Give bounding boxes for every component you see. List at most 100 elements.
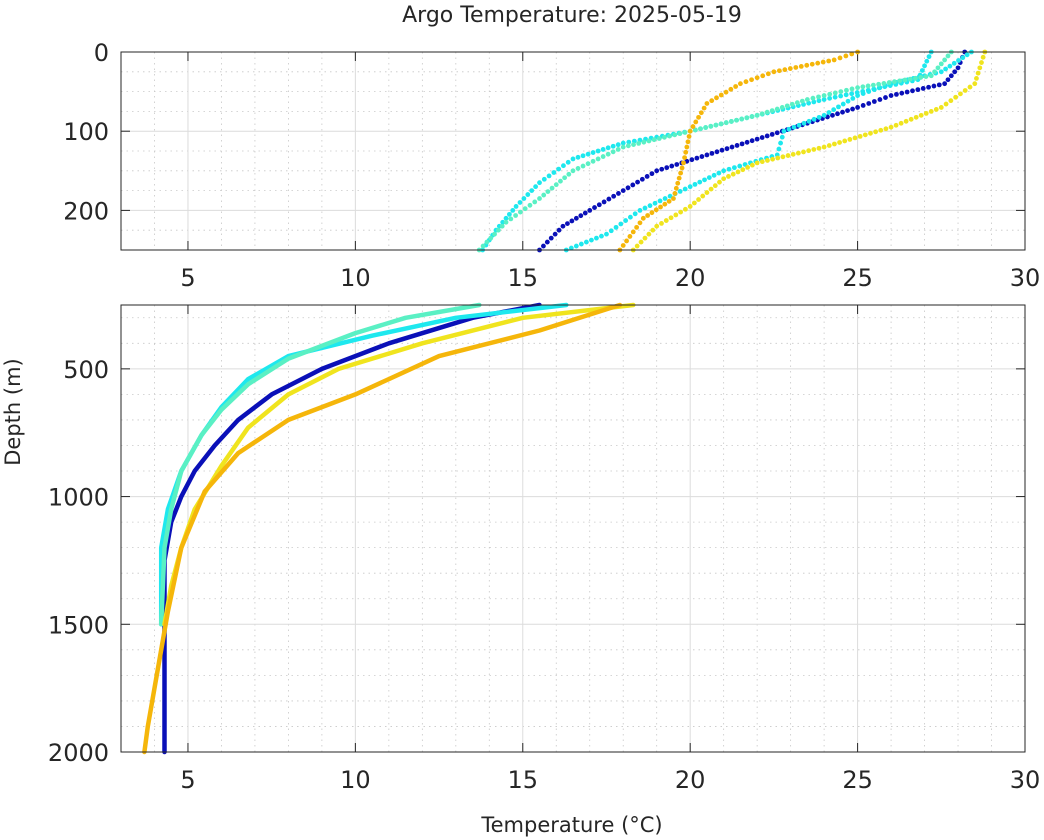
data-point: [923, 74, 929, 80]
data-point: [691, 200, 697, 206]
data-point: [692, 127, 698, 133]
data-point: [656, 136, 662, 141]
data-point: [537, 196, 542, 201]
data-point: [544, 239, 550, 245]
data-point: [782, 67, 788, 73]
data-point: [897, 78, 903, 84]
data-point: [784, 103, 790, 109]
data-point: [627, 214, 633, 220]
data-point: [794, 100, 800, 106]
data-point: [659, 166, 665, 172]
data-point: [870, 82, 876, 88]
data-point: [645, 213, 651, 218]
data-point: [492, 231, 497, 237]
data-point: [733, 84, 739, 89]
data-point: [781, 128, 787, 134]
data-point: [759, 111, 765, 117]
data-point: [910, 88, 915, 94]
data-point: [719, 147, 725, 153]
data-point: [625, 185, 631, 191]
data-point: [611, 193, 617, 199]
data-point: [888, 93, 894, 98]
data-point: [806, 118, 812, 124]
data-point: [964, 52, 970, 58]
data-point: [646, 138, 652, 144]
data-point: [500, 219, 506, 225]
data-point: [943, 66, 949, 72]
data-point: [587, 208, 593, 213]
data-point: [570, 156, 576, 162]
y-tick-label: 200: [63, 197, 109, 225]
data-point: [687, 128, 693, 134]
x-tick-label: 30: [1010, 766, 1041, 794]
data-point: [506, 211, 512, 217]
data-point: [624, 238, 629, 244]
data-point: [726, 166, 732, 172]
data-point: [955, 65, 961, 71]
data-point: [573, 215, 579, 221]
data-point: [787, 66, 793, 71]
data-point: [610, 149, 616, 155]
data-point: [659, 221, 664, 226]
data-point: [865, 83, 871, 89]
data-point: [615, 142, 621, 148]
data-point: [488, 235, 494, 241]
data-point: [642, 235, 648, 241]
data-point: [729, 144, 735, 150]
chart-title: Argo Temperature: 2025-05-19: [402, 3, 742, 28]
data-point: [601, 199, 607, 205]
data-point: [600, 147, 606, 152]
data-point: [620, 243, 626, 248]
data-point: [838, 89, 844, 94]
data-point: [673, 212, 679, 218]
x-tick-label: 25: [842, 264, 873, 292]
data-point: [866, 101, 872, 106]
data-point: [945, 53, 951, 59]
x-tick-label: 10: [340, 264, 371, 292]
data-point: [832, 94, 838, 100]
data-point: [560, 223, 566, 229]
data-point: [672, 132, 678, 138]
data-point: [855, 85, 860, 91]
data-point: [701, 105, 707, 111]
data-point: [517, 209, 523, 215]
data-point: [718, 92, 724, 98]
data-point: [840, 109, 845, 115]
data-point: [728, 86, 734, 92]
data-point: [706, 175, 712, 180]
data-point: [678, 170, 684, 176]
data-point: [702, 177, 707, 183]
data-point: [503, 215, 509, 221]
data-point: [565, 159, 571, 165]
data-point: [888, 124, 894, 130]
data-point: [835, 111, 840, 117]
data-point: [731, 165, 737, 171]
series-3: [476, 49, 954, 253]
data-point: [892, 79, 897, 85]
data-point: [796, 122, 802, 128]
data-point: [943, 101, 949, 107]
data-point: [698, 110, 704, 116]
data-point: [779, 134, 785, 140]
data-point: [525, 192, 531, 197]
data-point: [664, 165, 670, 171]
data-point: [618, 221, 624, 227]
data-point: [667, 193, 673, 199]
data-point: [716, 170, 722, 176]
data-point: [816, 94, 821, 100]
data-point: [480, 243, 486, 249]
bottom-panel-full-depth: 5 10 15 20 25 30 500 1000 1500 2000: [48, 302, 1041, 794]
data-point: [799, 98, 805, 104]
y-axis-label: Depth (m): [1, 358, 25, 465]
series-4: [142, 302, 623, 755]
data-point: [625, 143, 631, 149]
data-point: [662, 201, 668, 207]
y-tick-label: 0: [94, 39, 109, 67]
data-point: [640, 215, 646, 221]
data-point: [714, 95, 719, 101]
data-point: [552, 231, 558, 237]
data-point: [696, 197, 701, 202]
data-point: [845, 98, 851, 104]
data-point: [682, 155, 688, 161]
data-point: [709, 98, 715, 104]
